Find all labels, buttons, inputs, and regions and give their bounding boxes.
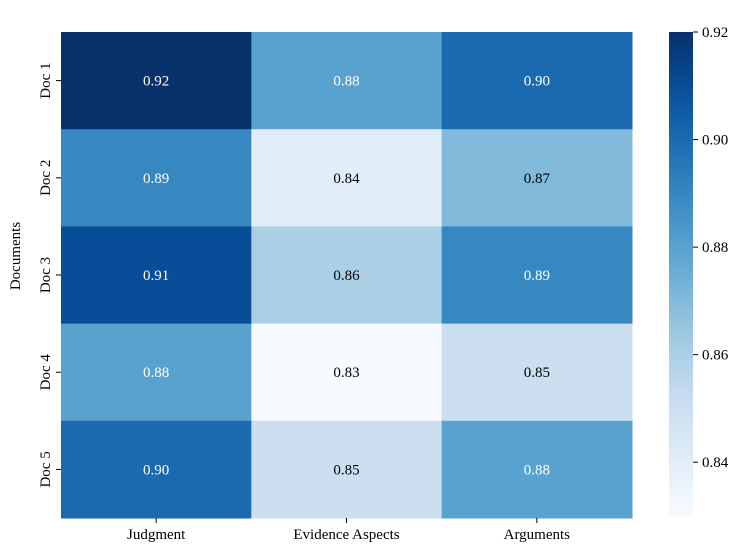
cell-value-label: 0.90 [524,74,550,90]
colorbar-ticks: 0.84 0.86 0.88 0.90 0.92 [693,25,729,471]
heatmap-cell [251,323,443,422]
colorbar-tick-label: 0.92 [702,25,728,41]
heatmap-cell [441,226,633,325]
heatmap-cell [61,323,252,422]
cell-value-label: 0.92 [143,74,169,90]
y-tick-label: Doc 2 [38,160,54,196]
cell-value-label: 0.88 [143,365,169,381]
y-axis-label: Documents [8,222,24,290]
x-tick-label: Arguments [504,527,571,543]
heatmap-cell [441,420,633,519]
y-tick-label: Doc 3 [38,257,54,293]
y-tick-label: Doc 1 [38,62,54,98]
heatmap-cells [61,32,633,519]
heatmap-cell [441,323,633,422]
cell-value-label: 0.88 [524,462,550,478]
cell-annotations: 0.92 0.88 0.90 0.89 0.84 0.87 0.91 0.86 0.89 0.88… [143,74,550,479]
cell-value-label: 0.91 [143,268,169,284]
cell-value-label: 0.86 [333,268,360,284]
y-axis: Doc 1 Doc 2 Doc 3 Doc 4 Doc 5 [38,62,61,488]
cell-value-label: 0.87 [524,171,551,187]
colorbar-tick-label: 0.90 [702,133,728,149]
heatmap-cell [441,129,633,227]
heatmap-cell [61,226,252,325]
x-tick-label: Evidence Aspects [293,527,399,543]
heatmap-cell [61,32,252,130]
colorbar-tick-label: 0.84 [702,455,729,471]
cell-value-label: 0.89 [143,171,169,187]
heatmap-cell [251,129,443,227]
cell-value-label: 0.85 [333,462,359,478]
x-axis: Judgment Evidence Aspects Arguments [127,518,570,543]
x-tick-label: Judgment [127,527,186,543]
y-tick-label: Doc 5 [38,451,54,487]
colorbar-tick-label: 0.86 [702,348,729,364]
heatmap-cell [251,226,443,325]
cell-value-label: 0.85 [524,365,550,381]
colorbar [669,32,693,516]
colorbar-tick-label: 0.88 [702,240,728,256]
heatmap-cell [251,420,443,519]
cell-value-label: 0.88 [333,74,359,90]
cell-value-label: 0.83 [333,365,359,381]
heatmap-cell [251,32,443,130]
cell-value-label: 0.84 [333,171,360,187]
cell-value-label: 0.90 [143,462,169,478]
heatmap-cell [61,129,252,227]
y-tick-label: Doc 4 [38,354,54,391]
cell-value-label: 0.89 [524,268,550,284]
heatmap-cell [61,420,252,519]
heatmap-cell [441,32,633,130]
